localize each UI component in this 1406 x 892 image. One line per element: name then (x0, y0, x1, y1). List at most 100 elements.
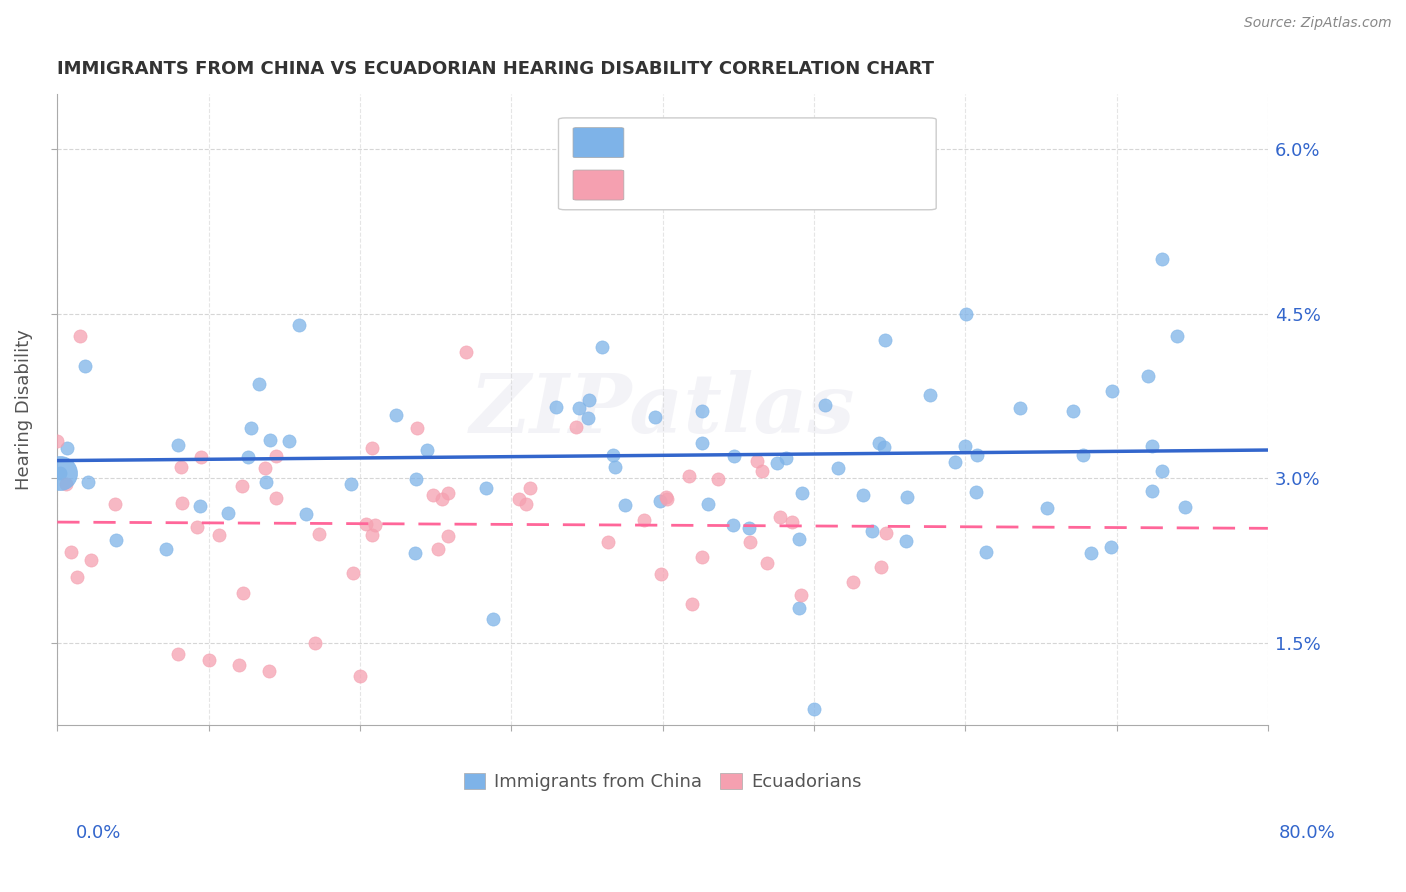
Point (155, 542, 177, 557)
Point (869, 560, 891, 574)
Point (49, 466, 72, 480)
Point (953, 439, 976, 453)
Point (756, 557, 779, 571)
Point (167, 438, 190, 452)
Point (190, 450, 212, 464)
Point (259, 434, 281, 448)
Point (875, 333, 897, 347)
Point (385, 409, 408, 423)
Point (803, 702, 825, 716)
Point (264, 449, 287, 463)
Point (769, 510, 792, 524)
Point (1174, 500, 1197, 514)
Point (236, 450, 259, 464)
Point (232, 586, 254, 600)
Point (404, 546, 426, 560)
Point (721, 517, 744, 532)
Point (437, 529, 460, 543)
Point (186, 520, 208, 534)
Point (1140, 439, 1163, 453)
Point (955, 307, 977, 321)
Point (1071, 448, 1094, 462)
Point (860, 524, 883, 539)
Point (304, 636, 326, 650)
Point (943, 455, 966, 469)
Point (789, 588, 811, 602)
Point (60, 544, 83, 558)
Text: ZIPatlas: ZIPatlas (470, 370, 855, 450)
Point (1150, 252, 1173, 266)
Point (422, 487, 444, 501)
Point (515, 497, 537, 511)
Point (69, 329, 91, 343)
Point (1101, 384, 1123, 398)
Point (405, 472, 427, 486)
Point (690, 403, 713, 417)
Point (655, 491, 678, 505)
Point (650, 566, 672, 581)
Point (896, 491, 918, 505)
Point (692, 435, 714, 450)
Point (197, 652, 219, 666)
Point (565, 419, 588, 434)
Point (875, 525, 897, 540)
Point (965, 485, 987, 500)
Point (966, 448, 988, 462)
Point (974, 545, 997, 559)
Point (105, 533, 128, 547)
Point (1099, 540, 1122, 554)
Point (1062, 403, 1084, 417)
Point (1166, 329, 1188, 343)
Point (217, 506, 239, 520)
Point (745, 453, 768, 467)
Point (278, 434, 301, 449)
Point (257, 664, 280, 678)
Point (678, 468, 700, 483)
Point (633, 513, 655, 527)
Point (354, 517, 377, 532)
Text: 80.0%: 80.0% (1279, 824, 1336, 842)
Point (681, 598, 703, 612)
Point (454, 345, 477, 359)
Point (842, 574, 865, 589)
Point (240, 420, 263, 434)
Point (690, 549, 713, 564)
Point (918, 388, 941, 402)
Point (80, 553, 103, 567)
Point (56, 442, 79, 456)
Point (170, 460, 193, 475)
Point (606, 175, 628, 189)
Point (188, 499, 211, 513)
Point (474, 481, 496, 495)
Point (308, 526, 330, 541)
Point (254, 475, 277, 489)
Point (342, 566, 364, 580)
Text: 0.0%: 0.0% (76, 824, 121, 842)
Point (75, 359, 97, 373)
Point (787, 601, 810, 615)
Point (644, 409, 666, 424)
Point (605, 460, 627, 475)
Point (596, 534, 619, 549)
Point (294, 508, 316, 522)
Point (1137, 368, 1160, 383)
Point (247, 377, 270, 392)
Point (740, 534, 762, 549)
Point (614, 498, 637, 512)
Point (1010, 401, 1032, 415)
Point (66, 570, 89, 584)
Point (578, 393, 600, 408)
Point (519, 481, 541, 495)
Point (264, 491, 287, 505)
Point (436, 486, 458, 500)
Text: Source: ZipAtlas.com: Source: ZipAtlas.com (1244, 16, 1392, 29)
Point (738, 521, 761, 535)
Point (851, 488, 873, 502)
Point (167, 647, 190, 661)
Point (349, 669, 371, 683)
Point (751, 464, 773, 478)
Point (591, 340, 613, 354)
Point (602, 448, 624, 462)
Point (766, 456, 789, 470)
Point (1140, 483, 1163, 498)
